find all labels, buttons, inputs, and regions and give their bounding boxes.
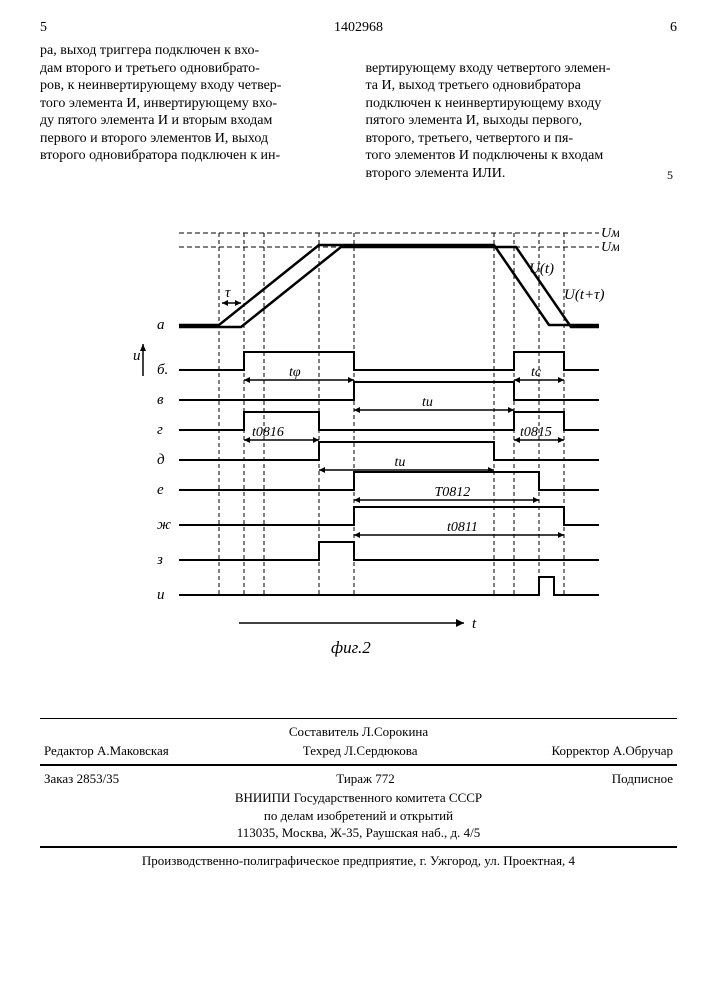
svg-text:tu: tu [422,395,433,410]
svg-text:Uмакс: Uмакс [601,226,619,241]
svg-text:tс: tс [531,365,542,380]
svg-text:е: е [157,482,164,498]
editor: А.Маковская [97,743,169,758]
svg-text:t0816: t0816 [252,425,284,440]
svg-text:t0811: t0811 [447,520,478,535]
svg-text:tφ: tφ [289,365,301,380]
svg-text:Uмин: Uмин [601,240,619,255]
page-header: 5 1402968 6 [40,20,677,36]
svg-text:t0815: t0815 [520,425,552,440]
right-column-text: вертирующему входу четвертого элемен- та… [366,61,611,181]
svg-text:ж: ж [157,517,171,533]
svg-text:t: t [472,616,477,632]
circulation-label: Тираж [336,771,372,786]
colophon: Составитель Л.Сорокина Редактор А.Маковс… [40,718,677,870]
svg-text:T0812: T0812 [434,485,470,500]
subscription: Подписное [612,770,673,788]
svg-text:u: u [133,348,141,364]
circulation: 772 [375,771,395,786]
page-number-left: 5 [40,20,47,36]
body-columns: ра, выход триггера подключен к вхо- дам … [40,42,677,201]
tech: Л.Сердюкова [344,743,417,758]
svg-text:τ: τ [225,285,231,301]
compiler-label: Составитель [289,724,359,739]
svg-text:з: з [156,552,163,568]
patent-number: 1402968 [334,20,383,36]
order-label: Заказ [44,771,73,786]
svg-text:а: а [157,317,165,333]
tech-label: Техред [303,743,341,758]
svg-text:и: и [157,587,165,603]
svg-text:фиг.2: фиг.2 [331,638,371,657]
order: 2853/35 [77,771,120,786]
corrector-label: Корректор [552,743,610,758]
printer: Производственно-полиграфическое предприя… [40,852,677,870]
svg-text:tu: tu [394,455,405,470]
address: 113035, Москва, Ж-35, Раушская наб., д. … [40,824,677,842]
left-column: ра, выход триггера подключен к вхо- дам … [40,42,348,201]
org-line2: по делам изобретений и открытий [40,807,677,825]
svg-text:в: в [157,392,164,408]
page-number-right: 6 [670,20,677,36]
right-column: вертирующему входу четвертого элемен- та… [366,42,678,201]
timing-diagram: UмаксUмин U(t) U(t+τ) τ аu б. tφ tс в tu г t0816 t08… [40,215,677,700]
svg-text:U(t): U(t) [529,261,554,277]
corrector: А.Обручар [613,743,673,758]
svg-text:г: г [157,422,163,438]
compiler: Л.Сорокина [362,724,428,739]
svg-text:U(t+τ): U(t+τ) [564,287,604,303]
svg-text:д: д [157,452,165,468]
editor-label: Редактор [44,743,94,758]
org-line1: ВНИИПИ Государственного комитета СССР [40,789,677,807]
svg-text:б.: б. [157,362,168,378]
